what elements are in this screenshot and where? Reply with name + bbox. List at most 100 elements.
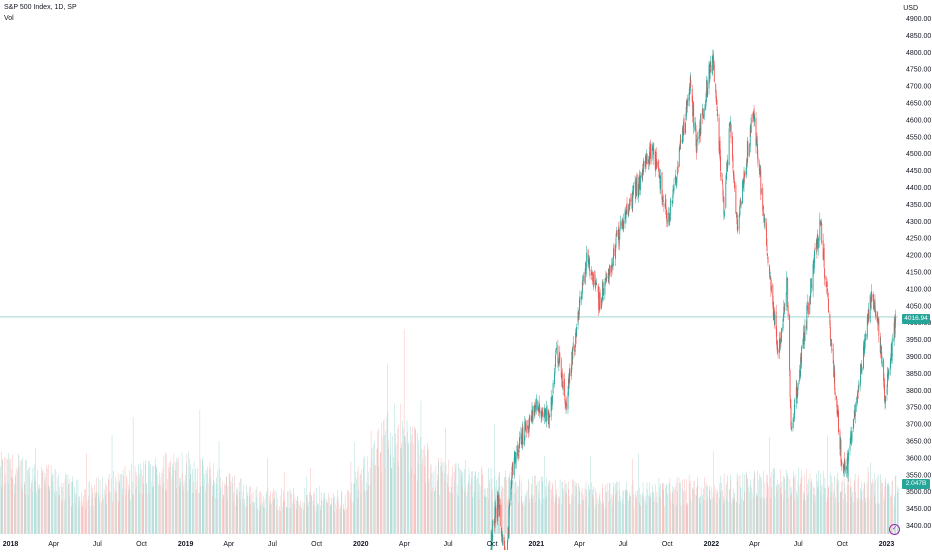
candle-body [641, 173, 643, 178]
candle-body [568, 378, 569, 396]
volume-bar [109, 491, 111, 534]
volume-bar [770, 472, 772, 534]
candle-body [642, 163, 644, 175]
volume-bar [313, 504, 315, 534]
volume-bar [93, 506, 94, 534]
candle-body [708, 64, 710, 89]
candle-body [698, 136, 700, 139]
candle-body [621, 223, 623, 226]
volume-bar [575, 496, 576, 534]
candle-body [830, 339, 832, 341]
candle-body [639, 176, 641, 188]
volume-bar [299, 507, 301, 534]
volume-bar [112, 502, 113, 534]
volume-bar [716, 493, 717, 534]
volume-bar [522, 501, 523, 534]
volume-bar [452, 466, 453, 534]
volume-bar [749, 484, 751, 534]
volume-bar [79, 496, 80, 534]
candle-body [642, 170, 644, 176]
candle-body [527, 425, 529, 430]
volume-bar [324, 499, 326, 534]
volume-bar [688, 474, 690, 534]
candle-body [715, 92, 717, 102]
volume-bar [707, 497, 709, 534]
candle-body [686, 101, 688, 109]
volume-bar [360, 474, 361, 534]
volume-bar [356, 498, 358, 534]
volume-bar [299, 504, 300, 534]
volume-bar [646, 481, 648, 534]
volume-bar [729, 490, 731, 534]
candle-body [517, 445, 519, 456]
volume-bar [175, 462, 177, 534]
candle-body [609, 266, 611, 274]
volume-bar [482, 475, 484, 534]
volume-bar [447, 482, 448, 534]
volume-bar [827, 435, 828, 534]
candle-body [791, 426, 792, 430]
volume-bar [332, 497, 334, 534]
candle-body [568, 370, 570, 384]
volume-bar [205, 469, 207, 534]
candle-body [767, 253, 768, 256]
volume-bar [720, 492, 721, 534]
volume-bar [870, 462, 871, 534]
volume-bar [154, 457, 156, 534]
volume-bar [197, 467, 198, 534]
candle-body [595, 283, 597, 285]
volume-bar [138, 464, 139, 534]
candle-body [582, 283, 584, 285]
candle-body [591, 272, 592, 276]
volume-bar [823, 471, 824, 534]
volume-bar [485, 497, 487, 534]
volume-bar [454, 482, 455, 534]
volume-bar [596, 492, 597, 534]
candle-body [564, 398, 566, 405]
volume-bar [898, 488, 899, 534]
volume-bar [803, 491, 804, 534]
volume-bar [544, 498, 546, 534]
x-tick-label: Jul [619, 541, 628, 548]
volume-bar [380, 472, 382, 534]
candle-body [662, 197, 664, 199]
volume-bar [339, 509, 341, 534]
candle-body [661, 172, 663, 201]
volume-bar [754, 472, 756, 534]
volume-bar [243, 503, 245, 534]
volume-bar [813, 486, 814, 534]
volume-bar [478, 499, 480, 534]
volume-bar [354, 471, 356, 534]
candle-body [602, 282, 604, 286]
candle-body [843, 461, 845, 470]
x-tick-label: Oct [487, 541, 498, 548]
candle-body [858, 386, 860, 389]
volume-bar [558, 504, 559, 534]
volume-bar [32, 491, 33, 534]
volume-bar [492, 500, 494, 534]
volume-bar [613, 482, 615, 534]
volume-bar [611, 494, 613, 534]
volume-bar [853, 502, 854, 534]
volume-bar [539, 498, 541, 534]
candle-body [726, 163, 728, 168]
volume-bar [726, 498, 727, 534]
volume-bar [774, 496, 776, 534]
candle-body [728, 128, 730, 165]
volume-bar [638, 453, 640, 534]
volume-bar [50, 465, 52, 534]
volume-bar [213, 480, 215, 534]
volume-bar [850, 486, 852, 534]
volume-bar [85, 489, 86, 534]
volume-bar [414, 473, 416, 534]
volume-bar [371, 448, 373, 534]
volume-bar [551, 498, 553, 534]
candle-body [782, 318, 784, 322]
candle-body [689, 91, 691, 94]
volume-bar [71, 482, 73, 534]
volume-bar [257, 508, 258, 534]
candle-body [541, 410, 543, 419]
candle-body [802, 339, 804, 349]
